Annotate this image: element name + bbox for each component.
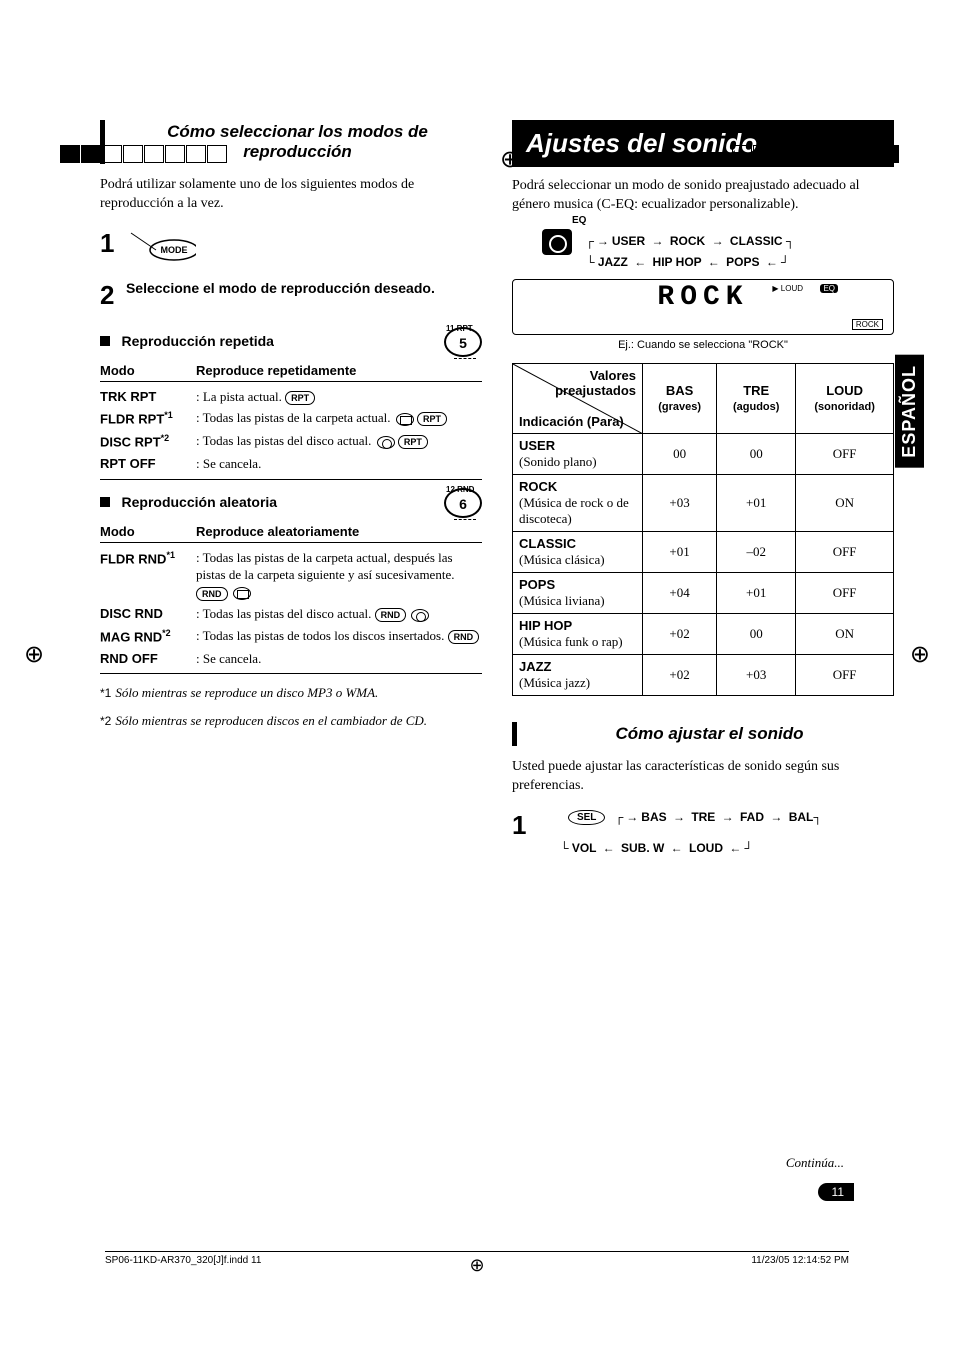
col-modo: Modo <box>100 363 196 378</box>
col-repeat: Reproduce repetidamente <box>196 363 356 378</box>
svg-text:MODE: MODE <box>160 245 187 255</box>
random-heading: Reproducción aleatoria <box>122 494 278 510</box>
table-row: RND OFF: Se cancela. <box>100 650 482 668</box>
eq-badge-icon: EQ <box>820 284 838 293</box>
col-modo-2: Modo <box>100 524 196 539</box>
section2-intro: Usted puede ajustar las características … <box>512 758 894 796</box>
table-row: MAG RND*2: Todas las pistas de todos los… <box>100 627 482 646</box>
repeat-heading: Reproducción repetida <box>122 333 274 349</box>
table-row: ROCK(Música de rock o de discoteca)+03+0… <box>513 474 894 531</box>
step-1-num: 1 <box>100 228 114 259</box>
table-row: CLASSIC(Música clásica)+01–02OFF <box>513 531 894 572</box>
language-tab: ESPAÑOL <box>895 355 924 468</box>
crosshair-right: ⊕ <box>910 640 930 669</box>
step-2-text: Seleccione el modo de reproducción desea… <box>126 280 455 296</box>
crosshair-bottom: ⊕ <box>469 1255 484 1276</box>
intro-left: Podrá utilizar solamente uno de los sigu… <box>100 176 482 214</box>
mode-button-icon: MODE <box>126 228 196 264</box>
eq-button-icon <box>542 229 572 255</box>
table-row: USER(Sonido plano)0000OFF <box>513 433 894 474</box>
crosshair-left: ⊕ <box>24 640 44 669</box>
right-column: Ajustes del sonido Podrá seleccionar un … <box>512 120 894 873</box>
step-2-num: 2 <box>100 280 114 311</box>
eq-diagram: EQ ┌USER ROCK CLASSIC ┐ └ JAZZ HIP HOP P… <box>542 229 894 269</box>
table-row: POPS(Música liviana)+04+01OFF <box>513 572 894 613</box>
intro-right: Podrá seleccionar un modo de sonido prea… <box>512 177 894 215</box>
footnotes: *1Sólo mientras se reproduce un disco MP… <box>100 684 482 729</box>
col-random: Reproduce aleatoriamente <box>196 524 359 539</box>
left-column: Cómo seleccionar los modos de reproducci… <box>100 120 482 873</box>
table-row: RPT OFF: Se cancela. <box>100 455 482 473</box>
bullet-icon <box>100 497 110 507</box>
table-row: FLDR RND*1: Todas las pistas de la carpe… <box>100 549 482 602</box>
sel-button-icon: SEL <box>568 810 605 825</box>
bullet-icon <box>100 336 110 346</box>
table-row: HIP HOP(Música funk o rap)+0200ON <box>513 613 894 654</box>
continued-label: Continúa... <box>786 1155 844 1171</box>
eq-table: Valores preajustados Indicación (Para) B… <box>512 363 894 696</box>
table-row: FLDR RPT*1: Todas las pistas de la carpe… <box>100 409 482 428</box>
repeat-table: TRK RPT: La pista actual. RPT FLDR RPT*1:… <box>100 388 482 473</box>
table-row: TRK RPT: La pista actual. RPT <box>100 388 482 406</box>
page-number: 11 <box>818 1185 854 1201</box>
lcd-caption: Ej.: Cuando se selecciona "ROCK" <box>512 339 894 351</box>
table-row: JAZZ(Música jazz)+02+03OFF <box>513 654 894 695</box>
sel-diagram: SEL ┌BAS TRE FAD BAL┐ └ VOL SUB. W LOUD … <box>512 810 822 855</box>
sel-step-1-num: 1 <box>512 810 526 841</box>
crosshair-top: ⊕ <box>500 145 520 174</box>
section-title-adjust: Cómo ajustar el sonido <box>525 724 894 744</box>
table-row: DISC RND: Todas las pistas del disco act… <box>100 605 482 623</box>
random-table: FLDR RND*1: Todas las pistas de la carpe… <box>100 549 482 668</box>
lcd-display: ▶ LOUD EQ ROCK ROCK <box>512 279 894 335</box>
footer: SP06-11KD-AR370_320[J]f.indd 11 ⊕ 11/23/… <box>105 1221 849 1266</box>
button-5-icon: 11 RPT 5 <box>444 327 482 357</box>
button-6-icon: 12 RND 6 <box>444 488 482 518</box>
table-row: DISC RPT*2: Todas las pistas del disco a… <box>100 432 482 451</box>
registration-marks: ⊕ <box>60 145 900 163</box>
